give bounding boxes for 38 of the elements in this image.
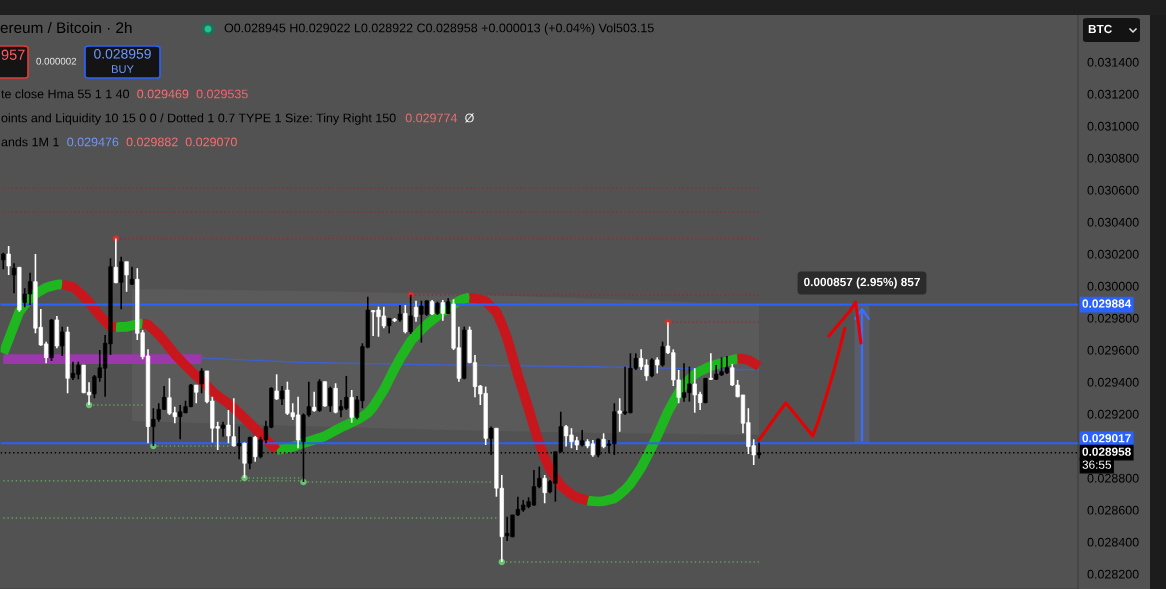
y-tick-label: 0.030200 [1087, 249, 1139, 259]
y-tick-label: 0.031400 [1087, 57, 1139, 67]
ref-line-label: 0.029884 [1082, 299, 1132, 308]
annotation: 0.000002 [36, 57, 77, 65]
y-tick-label: 0.031200 [1087, 89, 1139, 99]
y-tick-label: 0.029200 [1087, 409, 1139, 419]
y-tick-label: 0.031000 [1087, 121, 1139, 131]
text: BTC [1088, 24, 1112, 34]
text: 36:55 [1082, 460, 1112, 469]
y-tick-label: 0.030800 [1087, 153, 1139, 163]
chart-title: ereum / Bitcoin · 2h [0, 21, 132, 34]
annotation: te close Hma 55 1 1 40 [1, 89, 130, 99]
annotation: 0.029882 [126, 137, 178, 147]
y-tick-label: 0.030600 [1087, 185, 1139, 195]
y-tick-label: 0.028800 [1087, 473, 1139, 483]
annotation: Ø [465, 113, 474, 123]
annotation: 0.029535 [196, 89, 248, 99]
annotation: 0.029774 [405, 113, 458, 123]
text: O0.028945 H0.029022 L0.028922 C0.028958 +0.000013 (+0.04%) Vol503.15 [224, 23, 654, 35]
annotation: 957 [1, 49, 25, 60]
y-tick-label: 0.029400 [1087, 377, 1139, 387]
annotation: 0.000857 (2.95%) 857 [804, 277, 920, 289]
y-tick-label: 0.030000 [1087, 281, 1139, 291]
annotation: 0.029469 [137, 89, 189, 99]
y-tick-label: 0.030400 [1087, 217, 1139, 227]
annotation: 0.028959 [94, 48, 151, 59]
annotation: 0.029070 [185, 137, 237, 147]
y-tick-label: 0.028200 [1087, 569, 1139, 579]
y-tick-label: 0.029600 [1087, 345, 1139, 355]
annotation: oints and Liquidity 10 15 0 0 / Dotted 1 0.7 TYPE 1 Size: Tiny Right 150 [1, 113, 396, 125]
y-tick-label: 0.028600 [1087, 505, 1139, 515]
y-tick-label: 0.029800 [1087, 313, 1139, 323]
ref-line-label: 0.029017 [1082, 434, 1131, 443]
y-tick-label: 0.028400 [1087, 537, 1139, 547]
annotation: 0.029476 [67, 137, 119, 147]
annotation: ands 1M 1 [1, 137, 59, 147]
annotation: BUY [111, 65, 134, 73]
ref-line-label: 0.028958 [1082, 447, 1131, 456]
